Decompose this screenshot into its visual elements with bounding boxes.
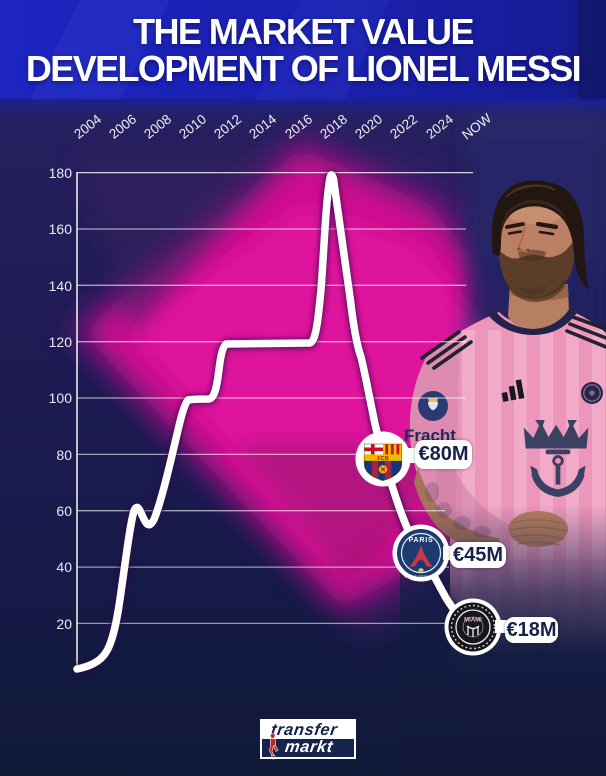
svg-text:SAINT-GERMAIN: SAINT-GERMAIN bbox=[404, 575, 438, 579]
svg-text:PARIS: PARIS bbox=[409, 537, 434, 544]
svg-text:MIAMI: MIAMI bbox=[464, 618, 482, 624]
svg-text:FCB: FCB bbox=[377, 456, 388, 462]
